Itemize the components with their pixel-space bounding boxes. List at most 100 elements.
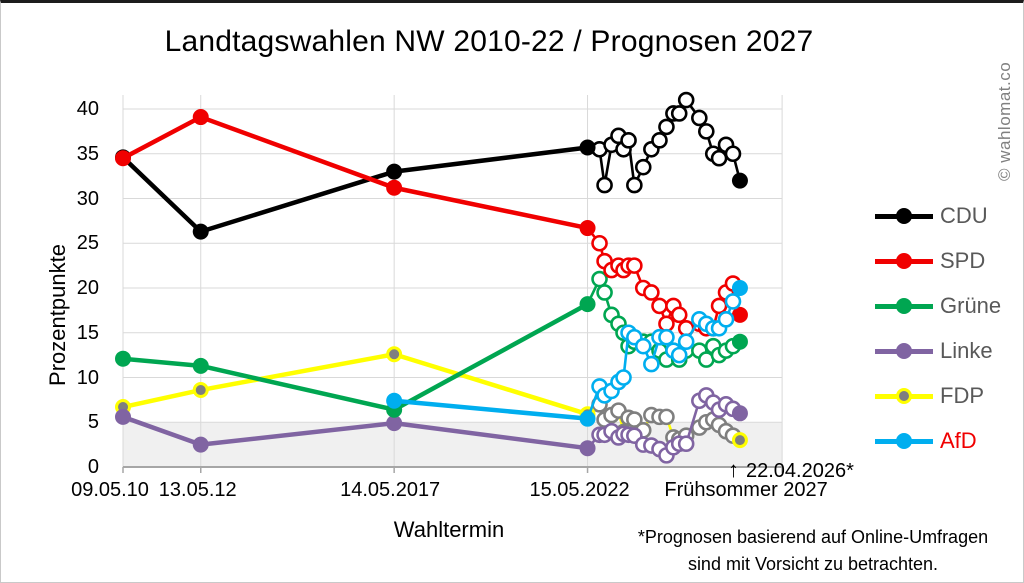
chart-plot-svg xyxy=(115,91,783,473)
data-point-poll xyxy=(634,158,652,176)
data-point-election xyxy=(192,223,209,240)
y-tick-label: 0 xyxy=(87,456,99,478)
data-point-election xyxy=(579,410,596,427)
data-point-election xyxy=(579,220,596,237)
series-line-SPD xyxy=(121,114,589,231)
data-point-poll xyxy=(710,297,728,315)
cdu-line-marker-icon xyxy=(875,200,933,232)
data-point-poll xyxy=(717,311,735,328)
data-point-poll xyxy=(697,123,715,140)
data-point-poll xyxy=(724,293,742,310)
legend-item-linke: Linke xyxy=(875,335,1001,367)
data-point-poll xyxy=(677,435,695,453)
footnote: *Prognosen basierend auf Online-Umfragen… xyxy=(607,524,1019,578)
x-tick-label: Frühsommer 2027 xyxy=(664,479,828,501)
data-point-election xyxy=(579,139,596,156)
y-tick-label: 15 xyxy=(76,321,99,344)
legend-item-spd: SPD xyxy=(875,245,1001,277)
legend-label: SPD xyxy=(940,248,986,273)
data-point-election xyxy=(579,296,596,313)
data-point-poll xyxy=(626,257,643,274)
data-point-election xyxy=(386,346,403,363)
x-tick-label: 09.05.10 xyxy=(71,479,149,501)
data-point-poll xyxy=(677,91,695,109)
spd-line-marker-icon xyxy=(875,245,933,277)
data-point-poll xyxy=(658,408,675,426)
data-point-poll xyxy=(670,346,688,364)
data-point-poll xyxy=(724,145,742,163)
legend-label: Linke xyxy=(940,338,993,363)
data-point-election xyxy=(192,382,209,399)
data-point-election xyxy=(731,280,748,296)
data-point-election xyxy=(386,392,403,409)
fdp-line-marker-icon xyxy=(875,380,933,412)
data-point-election xyxy=(386,415,403,432)
data-point-poll xyxy=(670,105,688,122)
series-line-Linke xyxy=(122,414,588,451)
data-point-poll xyxy=(677,333,695,351)
y-axis-title: Prozentpunkte xyxy=(45,244,70,386)
series-line-FDP xyxy=(122,351,589,417)
data-point-election xyxy=(731,306,748,323)
data-point-election xyxy=(386,163,403,180)
y-tick-label: 25 xyxy=(76,232,99,255)
gruene-line-marker-icon xyxy=(875,290,933,322)
y-tick-label: 10 xyxy=(76,366,99,389)
data-point-poll xyxy=(596,176,613,194)
footnote-line-2: sind mit Vorsicht zu betrachten. xyxy=(687,554,939,574)
data-point-election xyxy=(731,432,748,449)
legend-item-fdp: FDP xyxy=(875,380,1001,412)
x-tick-label: 15.05.2022 xyxy=(529,479,630,501)
y-tick-label: 5 xyxy=(87,411,99,434)
y-tick-label: 30 xyxy=(76,187,99,210)
data-point-poll xyxy=(658,328,675,346)
data-point-election xyxy=(386,179,403,196)
data-point-poll xyxy=(643,355,660,373)
legend-label: Grüne xyxy=(940,293,1002,318)
legend-item-afd: AfD xyxy=(875,425,1001,457)
legend-item-cdu: CDU xyxy=(875,200,1001,232)
x-tick-label: 13.05.12 xyxy=(158,479,237,501)
linke-line-marker-icon xyxy=(875,335,933,367)
data-point-poll xyxy=(643,284,660,301)
data-point-poll xyxy=(596,284,613,301)
data-point-election xyxy=(192,357,209,374)
data-point-poll xyxy=(658,315,675,333)
legend-label: AfD xyxy=(940,428,977,453)
afd-line-marker-icon xyxy=(875,425,933,457)
watermark: © wahlomat.co xyxy=(995,61,1014,181)
data-point-poll xyxy=(626,411,643,428)
data-point-poll xyxy=(658,118,675,136)
y-tick-label: 20 xyxy=(76,277,99,299)
data-point-election xyxy=(192,109,209,126)
data-point-election xyxy=(579,440,596,457)
series-line-AfD xyxy=(393,398,588,421)
last-poll-annotation: ↑ 22.04.2026* xyxy=(728,457,854,483)
data-point-election xyxy=(731,172,748,189)
x-tick-label: 14.05.2017 xyxy=(340,479,441,501)
data-point-poll xyxy=(626,176,643,194)
data-point-poll xyxy=(591,234,608,252)
data-point-election xyxy=(115,150,131,167)
data-point-poll xyxy=(634,337,652,355)
up-arrow-icon: ↑ xyxy=(728,457,739,482)
data-point-poll xyxy=(710,149,728,167)
data-point-poll xyxy=(691,109,708,127)
data-point-poll xyxy=(620,132,637,149)
legend-item-gruene: Grüne xyxy=(875,290,1001,322)
data-point-election xyxy=(731,333,748,350)
legend-label: FDP xyxy=(940,383,984,408)
data-point-poll xyxy=(615,369,632,386)
footnote-line-1: *Prognosen basierend auf Online-Umfragen xyxy=(637,527,989,547)
data-point-poll xyxy=(651,132,668,149)
legend-label: CDU xyxy=(940,203,988,228)
series-line-CDU xyxy=(121,145,588,234)
last-poll-date: 22.04.2026* xyxy=(746,460,854,482)
data-point-poll xyxy=(651,297,668,315)
data-point-election xyxy=(115,408,131,425)
data-point-election xyxy=(115,350,131,367)
x-axis-title: Wahltermin xyxy=(393,517,505,542)
y-tick-label: 40 xyxy=(76,98,99,120)
data-point-election xyxy=(192,436,209,453)
